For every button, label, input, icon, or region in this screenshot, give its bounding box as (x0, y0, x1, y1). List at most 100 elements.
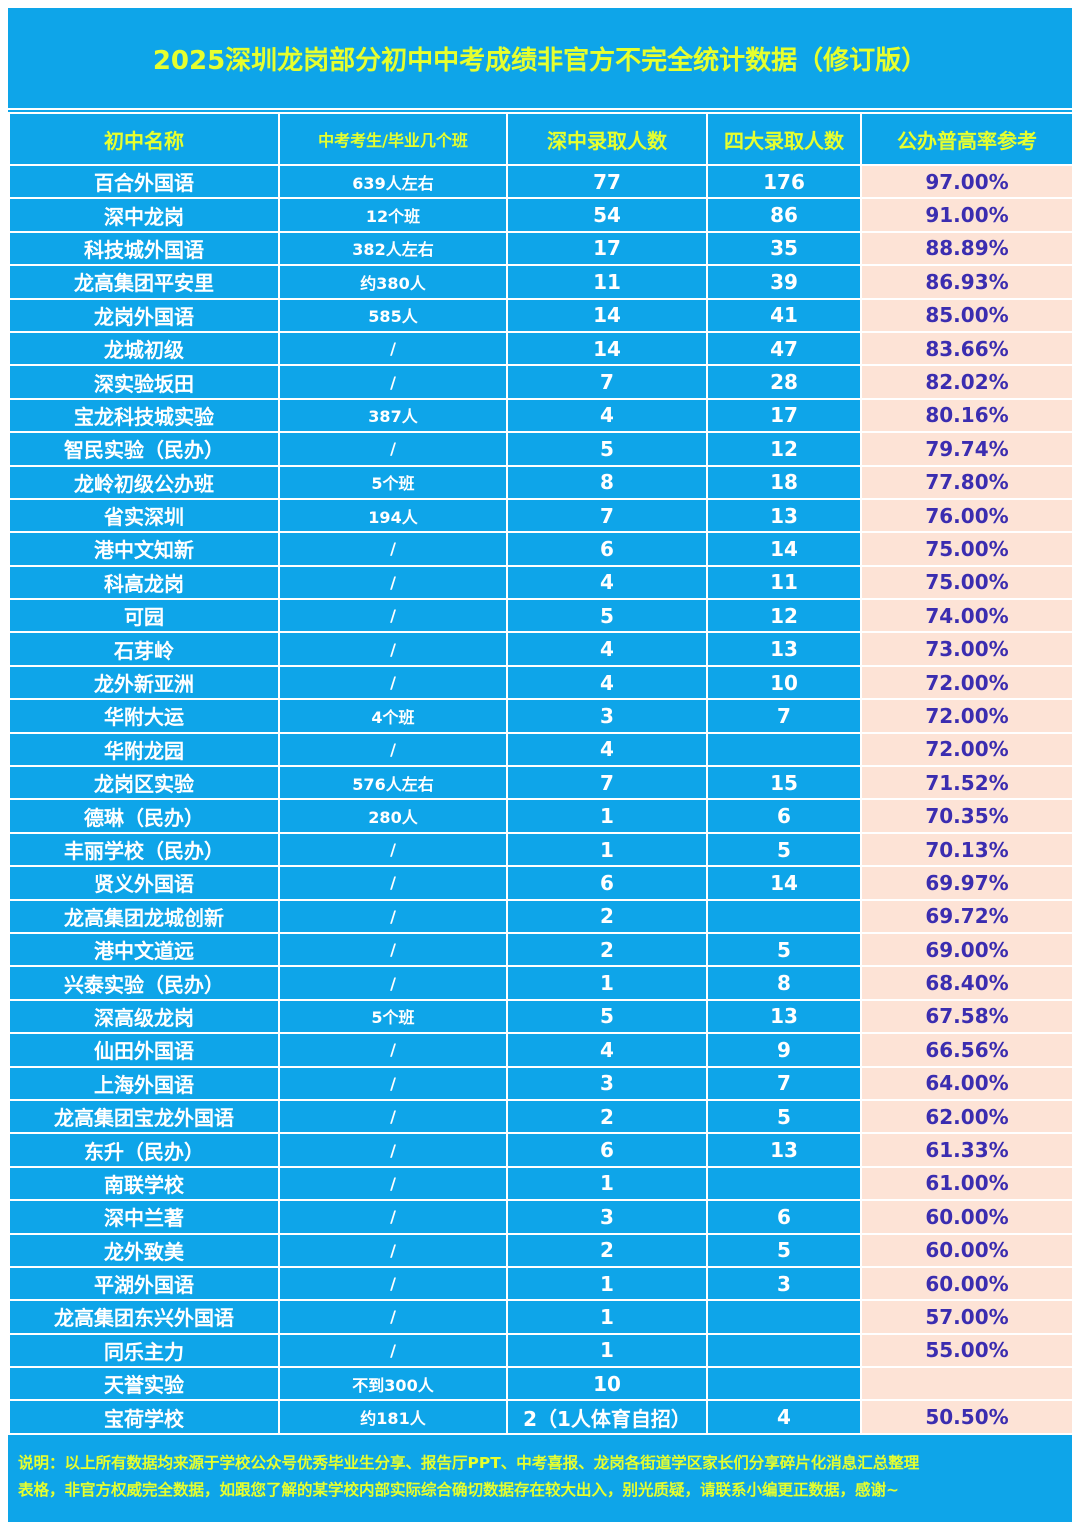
students-cell: / (278, 431, 508, 467)
school-name-cell: 华附龙园 (8, 731, 280, 768)
school-name-cell: 龙外新亚洲 (8, 664, 280, 701)
header-row: 初中名称 中考考生/毕业几个班 深中录取人数 四大录取人数 公办普高率参考 (8, 112, 1074, 166)
top4-admits-cell: 10 (706, 664, 862, 701)
shenzhong-admits-cell: 14 (506, 297, 708, 333)
high-school-rate-cell: 97.00% (860, 163, 1074, 200)
high-school-rate-cell: 60.00% (860, 1265, 1074, 1302)
table-row: 科技城外国语 382人左右 17 35 88.89% (8, 230, 1074, 267)
shenzhong-admits-cell: 3 (506, 1065, 708, 1101)
table-row: 龙高集团平安里 约380人 11 39 86.93% (8, 264, 1074, 300)
high-school-rate-cell: 73.00% (860, 631, 1074, 667)
school-name-cell: 龙岭初级公办班 (8, 464, 280, 500)
header-high-school-rate: 公办普高率参考 (860, 112, 1074, 166)
shenzhong-admits-cell: 1 (506, 831, 708, 868)
high-school-rate-cell: 61.00% (860, 1165, 1074, 1202)
school-name-cell: 科技城外国语 (8, 230, 280, 267)
high-school-rate-cell: 55.00% (860, 1332, 1074, 1369)
high-school-rate-cell: 66.56% (860, 1032, 1074, 1068)
top4-admits-cell: 5 (706, 831, 862, 868)
table-row: 深中兰著/3 6 60.00% (8, 1199, 1074, 1235)
top4-admits-cell: 4 (706, 1399, 862, 1435)
students-cell: / (278, 865, 508, 901)
shenzhong-admits-cell: 8 (506, 464, 708, 500)
shenzhong-admits-cell: 2（1人体育自招） (506, 1399, 708, 1435)
students-cell: / (278, 1065, 508, 1101)
school-name-cell: 宝荷学校 (8, 1399, 280, 1435)
shenzhong-admits-cell: 4 (506, 1032, 708, 1068)
students-cell: 387人 (278, 397, 508, 434)
high-school-rate-cell: 86.93% (860, 264, 1074, 300)
top4-admits-cell: 7 (706, 698, 862, 734)
school-name-cell: 同乐主力 (8, 1332, 280, 1369)
school-name-cell: 龙岗外国语 (8, 297, 280, 333)
top4-admits-cell: 86 (706, 197, 862, 233)
high-school-rate-cell: 50.50% (860, 1399, 1074, 1435)
students-cell: 12个班 (278, 197, 508, 233)
school-name-cell: 百合外国语 (8, 163, 280, 200)
table-row: 深中龙岗 12个班 54 86 91.00% (8, 197, 1074, 233)
students-cell: 382人左右 (278, 230, 508, 267)
students-cell: / (278, 598, 508, 634)
high-school-rate-cell: 68.40% (860, 965, 1074, 1001)
high-school-rate-cell: 67.58% (860, 998, 1074, 1035)
top4-admits-cell: 9 (706, 1032, 862, 1068)
students-cell: / (278, 965, 508, 1001)
school-name-cell: 丰丽学校（民办） (8, 831, 280, 868)
students-cell: / (278, 1232, 508, 1268)
high-school-rate-cell: 69.72% (860, 898, 1074, 934)
table-row: 石芽岭/4 13 73.00% (8, 631, 1074, 667)
footnote-line: 表格，非官方权威完全数据，如跟您了解的某学校内部实际综合确切数据存在较大出入，别… (18, 1481, 899, 1499)
high-school-rate-cell: 75.00% (860, 531, 1074, 567)
top4-admits-cell: 14 (706, 531, 862, 567)
table-row: 宝龙科技城实验 387人 4 17 80.16% (8, 397, 1074, 434)
shenzhong-admits-cell: 7 (506, 497, 708, 534)
high-school-rate-cell: 76.00% (860, 497, 1074, 534)
high-school-rate-cell: 70.35% (860, 798, 1074, 834)
table-row: 德琳（民办） 280人 1 6 70.35% (8, 798, 1074, 834)
table-row: 龙高集团龙城创新/2 69.72% (8, 898, 1074, 934)
header-students: 中考考生/毕业几个班 (278, 112, 508, 166)
students-cell: 194人 (278, 497, 508, 534)
high-school-rate-cell: 69.97% (860, 865, 1074, 901)
school-name-cell: 贤义外国语 (8, 865, 280, 901)
top4-admits-cell: 5 (706, 1232, 862, 1268)
shenzhong-admits-cell: 5 (506, 998, 708, 1035)
table-row: 龙岗区实验 576人左右 7 15 71.52% (8, 765, 1074, 801)
school-name-cell: 省实深圳 (8, 497, 280, 534)
top4-admits-cell: 13 (706, 998, 862, 1035)
top4-admits-cell (706, 898, 862, 934)
students-cell: / (278, 1165, 508, 1202)
top4-admits-cell: 14 (706, 865, 862, 901)
table-row: 龙岭初级公办班 5个班 8 18 77.80% (8, 464, 1074, 500)
page-title: 2025深圳龙岗部分初中中考成绩非官方不完全统计数据（修订版） (8, 8, 1072, 110)
school-name-cell: 深中兰著 (8, 1199, 280, 1235)
shenzhong-admits-cell: 54 (506, 197, 708, 233)
header-top4-admits: 四大录取人数 (706, 112, 862, 166)
table-row: 华附大运 4个班 3 7 72.00% (8, 698, 1074, 734)
high-school-rate-cell: 77.80% (860, 464, 1074, 500)
students-cell: 5个班 (278, 998, 508, 1035)
shenzhong-admits-cell: 1 (506, 798, 708, 834)
shenzhong-admits-cell: 2 (506, 931, 708, 968)
high-school-rate-cell: 70.13% (860, 831, 1074, 868)
top4-admits-cell: 6 (706, 1199, 862, 1235)
high-school-rate-cell: 74.00% (860, 598, 1074, 634)
school-name-cell: 深实验坂田 (8, 364, 280, 400)
table-row: 可园/5 12 74.00% (8, 598, 1074, 634)
table-row: 龙外致美/2 5 60.00% (8, 1232, 1074, 1268)
shenzhong-admits-cell: 4 (506, 397, 708, 434)
top4-admits-cell: 5 (706, 931, 862, 968)
score-sheet: 2025深圳龙岗部分初中中考成绩非官方不完全统计数据（修订版） 初中名称 中考考… (8, 8, 1074, 1522)
students-cell: / (278, 664, 508, 701)
high-school-rate-cell: 72.00% (860, 664, 1074, 701)
footnote-line: 说明：以上所有数据均来源于学校公众号优秀毕业生分享、报告厅PPT、中考喜报、龙岗… (18, 1454, 920, 1472)
top4-admits-cell: 3 (706, 1265, 862, 1302)
header-shenzhong-admits: 深中录取人数 (506, 112, 708, 166)
school-name-cell: 仙田外国语 (8, 1032, 280, 1068)
top4-admits-cell: 7 (706, 1065, 862, 1101)
table-row: 百合外国语 639人左右 77 176 97.00% (8, 163, 1074, 200)
top4-admits-cell: 6 (706, 798, 862, 834)
school-name-cell: 华附大运 (8, 698, 280, 734)
students-cell: 585人 (278, 297, 508, 333)
high-school-rate-cell: 64.00% (860, 1065, 1074, 1101)
